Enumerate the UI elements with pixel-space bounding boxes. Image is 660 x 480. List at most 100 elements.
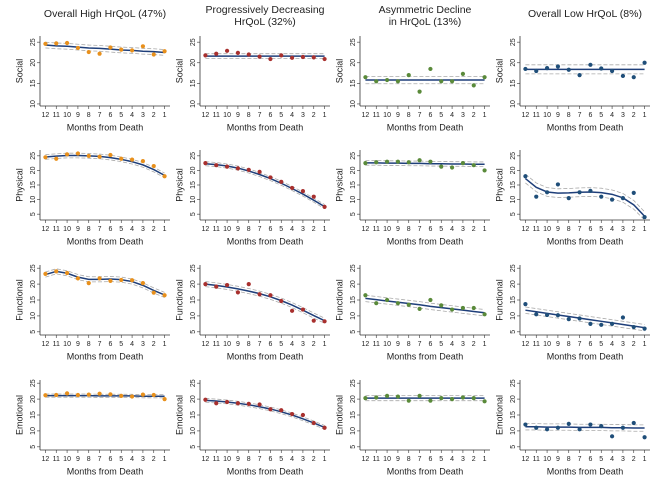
x-tick-label: 12: [42, 226, 50, 233]
y-tick-label: 15: [190, 411, 197, 419]
y-tick-label: 10: [350, 100, 357, 108]
data-point: [322, 319, 327, 324]
data-point: [544, 312, 550, 318]
data-point: [523, 174, 528, 179]
column-title: HrQoL (32%): [234, 16, 295, 28]
y-tick-label: 15: [30, 296, 37, 304]
data-point: [471, 305, 476, 311]
fit-line: [525, 426, 645, 429]
x-tick-label: 3: [461, 226, 465, 233]
data-point: [439, 303, 444, 308]
x-tick-label: 11: [373, 341, 380, 348]
data-point: [384, 297, 390, 303]
y-axis-label: Functional: [174, 279, 184, 321]
ci-lower-line: [525, 429, 645, 432]
column-title: Asymmetric Decline: [379, 4, 472, 16]
x-tick-label: 5: [119, 341, 123, 348]
data-point: [374, 79, 379, 84]
data-point: [300, 189, 306, 194]
x-tick-label: 5: [599, 341, 603, 348]
data-point: [108, 392, 113, 397]
x-tick-label: 1: [483, 341, 487, 348]
y-tick-label: 25: [510, 264, 517, 272]
data-point: [642, 435, 647, 440]
x-axis-label: Months from Death: [547, 122, 624, 132]
x-tick-label: 9: [396, 112, 400, 119]
y-tick-label: 25: [30, 38, 37, 46]
x-tick-label: 11: [533, 226, 540, 233]
data-point: [246, 52, 251, 57]
column-title: Overall Low HrQoL (8%): [528, 8, 642, 20]
data-point: [417, 306, 422, 312]
data-point: [129, 157, 135, 162]
data-point: [384, 159, 390, 164]
column-title: Overall High HrQoL (47%): [44, 8, 166, 20]
x-tick-label: 11: [213, 226, 220, 233]
y-axis-label: Emotional: [494, 395, 504, 435]
x-tick-label: 2: [472, 456, 476, 463]
data-point: [566, 316, 571, 322]
x-axis-label: Months from Death: [227, 122, 304, 132]
x-tick-label: 2: [152, 456, 156, 463]
x-tick-label: 3: [301, 226, 305, 233]
x-axis-label: Months from Death: [227, 466, 304, 476]
x-tick-label: 4: [130, 226, 134, 233]
x-tick-label: 9: [556, 112, 560, 119]
x-tick-label: 4: [450, 112, 454, 119]
x-tick-label: 8: [407, 112, 411, 119]
x-tick-label: 3: [141, 456, 145, 463]
data-point: [620, 196, 626, 201]
y-tick-label: 5: [350, 445, 357, 449]
data-point: [311, 194, 316, 199]
x-tick-label: 10: [383, 226, 391, 233]
x-tick-label: 1: [643, 226, 647, 233]
y-tick-label: 10: [510, 196, 517, 204]
x-tick-label: 8: [407, 226, 411, 233]
x-tick-label: 5: [439, 226, 443, 233]
data-point: [449, 165, 455, 170]
y-tick-label: 15: [350, 296, 357, 304]
data-point: [482, 168, 487, 173]
x-tick-label: 6: [428, 341, 432, 348]
x-tick-label: 6: [588, 226, 592, 233]
y-tick-label: 25: [30, 152, 37, 160]
x-tick-label: 3: [301, 112, 305, 119]
data-point: [523, 422, 528, 427]
data-point: [417, 89, 422, 94]
ci-upper-line: [205, 398, 325, 426]
x-tick-label: 4: [610, 341, 614, 348]
data-point: [235, 50, 241, 55]
data-point: [406, 73, 411, 78]
data-point: [555, 182, 561, 187]
x-tick-label: 1: [483, 112, 487, 119]
x-tick-label: 8: [87, 226, 91, 233]
data-point: [235, 290, 241, 295]
y-tick-label: 10: [30, 100, 37, 108]
data-point: [162, 293, 167, 298]
x-tick-label: 5: [279, 456, 283, 463]
data-point: [162, 174, 167, 179]
data-point: [544, 66, 550, 71]
data-point: [54, 156, 59, 161]
x-tick-label: 1: [643, 456, 647, 463]
x-tick-label: 11: [53, 456, 60, 463]
data-point: [482, 399, 487, 404]
y-tick-label: 20: [30, 395, 37, 403]
x-tick-label: 8: [87, 112, 91, 119]
x-tick-label: 9: [76, 112, 80, 119]
ci-lower-line: [205, 165, 325, 209]
x-tick-label: 9: [76, 341, 80, 348]
x-tick-label: 5: [599, 456, 603, 463]
x-tick-label: 6: [108, 226, 112, 233]
x-tick-label: 3: [141, 226, 145, 233]
y-tick-label: 10: [30, 427, 37, 435]
x-axis-label: Months from Death: [67, 466, 144, 476]
data-point: [64, 270, 70, 276]
y-tick-label: 15: [30, 79, 37, 87]
data-point: [119, 277, 124, 283]
x-tick-label: 7: [98, 341, 102, 348]
data-point: [311, 318, 316, 323]
data-point: [214, 51, 219, 56]
data-point: [460, 305, 466, 311]
data-point: [97, 276, 102, 281]
